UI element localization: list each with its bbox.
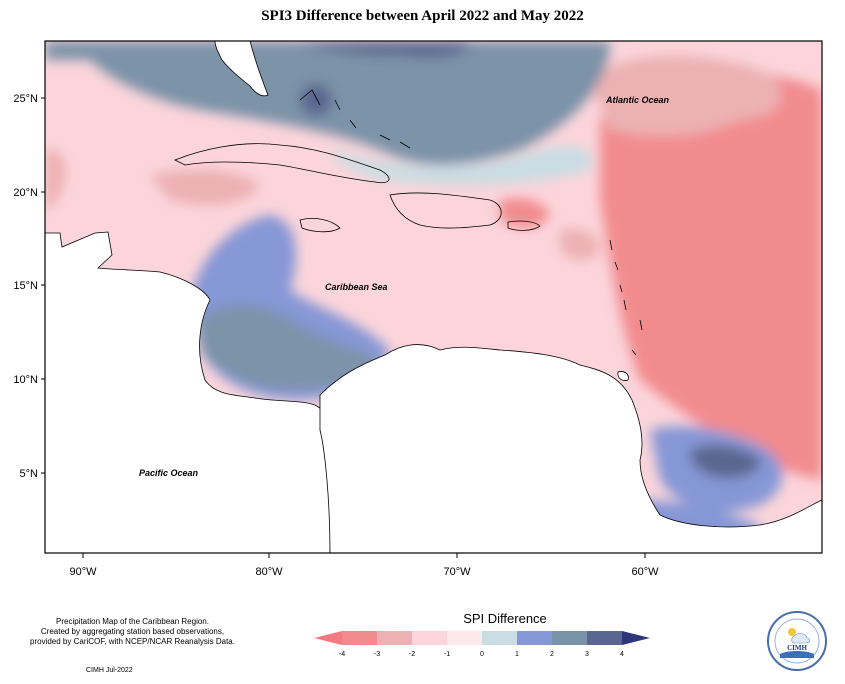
legend-tick-label: 0 bbox=[480, 651, 484, 658]
atlantic-ocean-label: Atlantic Ocean bbox=[605, 95, 670, 105]
sun-icon bbox=[788, 628, 796, 636]
credits-date: CIMH Jul-2022 bbox=[86, 667, 133, 674]
legend-swatch bbox=[482, 631, 518, 645]
lon-label: 70°W bbox=[443, 566, 471, 578]
legend-arrow-low bbox=[314, 631, 342, 645]
lon-labels: 90°W 80°W 70°W 60°W bbox=[69, 566, 659, 578]
legend-tick-label: 4 bbox=[620, 651, 624, 658]
legend-tick-label: -2 bbox=[409, 651, 415, 658]
legend-swatch bbox=[587, 631, 623, 645]
legend-tick-label: -4 bbox=[339, 651, 345, 658]
lat-label: 15°N bbox=[13, 280, 38, 292]
legend-arrow-high bbox=[622, 631, 650, 645]
credits: Precipitation Map of the Caribbean Regio… bbox=[10, 617, 255, 647]
lat-label: 10°N bbox=[13, 374, 38, 386]
island-outlines bbox=[299, 89, 643, 356]
lat-label: 20°N bbox=[13, 187, 38, 199]
lat-labels: 25°N 20°N 15°N 10°N 5°N bbox=[13, 93, 38, 480]
lat-ticks bbox=[41, 97, 646, 558]
cimh-logo: CIMH bbox=[767, 611, 827, 671]
pacific-ocean-label: Pacific Ocean bbox=[139, 468, 199, 478]
logo-text: CIMH bbox=[787, 644, 807, 652]
legend-swatch bbox=[342, 631, 378, 645]
lat-label: 25°N bbox=[13, 93, 38, 105]
legend-tick-label: 1 bbox=[515, 651, 519, 658]
caribbean-sea-label: Caribbean Sea bbox=[325, 282, 388, 292]
credits-line: provided by CariCOF, with NCEP/NCAR Rean… bbox=[30, 637, 235, 646]
legend-tick-label: 2 bbox=[550, 651, 554, 658]
legend-swatch bbox=[412, 631, 448, 645]
legend-tick-label: 3 bbox=[585, 651, 589, 658]
legend-swatch bbox=[377, 631, 413, 645]
legend-tick-label: -3 bbox=[374, 651, 380, 658]
cloud-icon bbox=[791, 633, 810, 644]
legend-swatch bbox=[552, 631, 588, 645]
credits-line: Created by aggregating station based obs… bbox=[40, 627, 225, 636]
lat-label: 5°N bbox=[20, 468, 39, 480]
legend-colorbar bbox=[314, 631, 650, 645]
map-title: SPI3 Difference between April 2022 and M… bbox=[261, 8, 584, 24]
lon-label: 60°W bbox=[631, 566, 659, 578]
credits-line: Precipitation Map of the Caribbean Regio… bbox=[56, 617, 209, 626]
ocean-labels: Atlantic Ocean Caribbean Sea Pacific Oce… bbox=[139, 95, 670, 478]
lon-label: 90°W bbox=[69, 566, 97, 578]
legend-tick-labels: -4 -3 -2 -1 0 1 2 3 4 bbox=[339, 651, 624, 658]
land-masses bbox=[44, 40, 823, 554]
legend-tick-label: -1 bbox=[444, 651, 450, 658]
legend-swatch bbox=[517, 631, 553, 645]
legend-title: SPI Difference bbox=[463, 611, 547, 626]
map-frame bbox=[44, 40, 823, 554]
lon-label: 80°W bbox=[255, 566, 283, 578]
wave-icon bbox=[780, 651, 814, 658]
legend-swatch bbox=[447, 631, 483, 645]
